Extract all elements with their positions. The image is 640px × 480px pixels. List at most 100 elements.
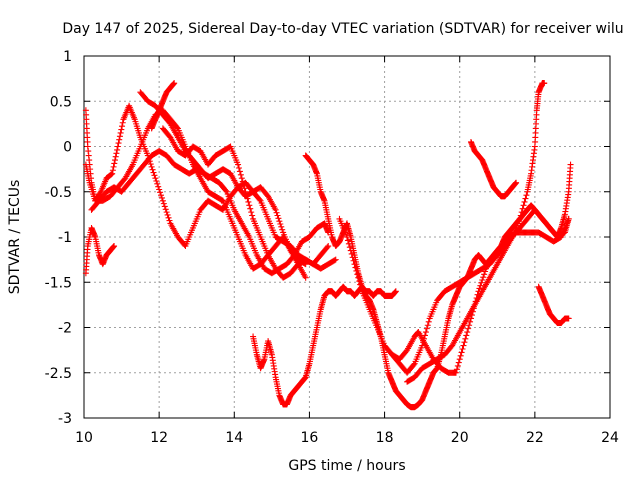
- series-track-5: [137, 89, 309, 268]
- data-point: [158, 192, 165, 199]
- chart-title: Day 147 of 2025, Sidereal Day-to-day VTE…: [62, 21, 623, 37]
- data-point: [456, 356, 463, 363]
- data-point: [112, 153, 119, 160]
- data-point: [242, 188, 249, 195]
- data-point: [454, 362, 461, 369]
- data-point: [151, 172, 158, 179]
- data-point: [118, 126, 125, 133]
- data-point: [480, 274, 487, 281]
- data-point: [541, 80, 548, 87]
- data-point: [165, 214, 172, 221]
- data-point: [521, 198, 528, 205]
- data-point: [239, 178, 246, 185]
- data-point: [357, 281, 364, 288]
- data-point: [352, 264, 359, 271]
- data-point: [567, 161, 574, 168]
- data-point: [392, 288, 399, 295]
- data-point: [346, 244, 353, 251]
- data-point: [423, 325, 430, 332]
- data-point: [332, 256, 339, 263]
- data-point: [159, 197, 166, 204]
- x-tick-label: 10: [75, 430, 93, 446]
- y-tick-label: 1: [63, 49, 72, 65]
- data-point: [247, 205, 254, 212]
- series-track-8: [250, 283, 399, 408]
- tick-layer: 10 12 14 16 18 20 22 24 1 0.5 0 -0.5 -1 -1.5 -2 -2.5 -3: [45, 49, 619, 446]
- data-point: [248, 209, 255, 216]
- data-point: [240, 181, 247, 188]
- data-point: [463, 332, 470, 339]
- data-point: [455, 359, 462, 366]
- data-point: [419, 342, 426, 349]
- data-point: [222, 187, 229, 194]
- data-point: [117, 129, 124, 136]
- data-point: [119, 123, 126, 130]
- data-point: [156, 186, 163, 193]
- data-point: [111, 243, 118, 250]
- x-tick-label: 20: [451, 430, 469, 446]
- data-point: [108, 171, 115, 178]
- data-point: [565, 215, 572, 222]
- data-point: [113, 150, 120, 157]
- data-point: [97, 189, 104, 196]
- data-point: [522, 195, 529, 202]
- data-point: [420, 339, 427, 346]
- data-point: [160, 200, 167, 207]
- data-point: [477, 282, 484, 289]
- x-tick-label: 18: [376, 430, 394, 446]
- data-point: [171, 80, 178, 87]
- data-point: [116, 136, 123, 143]
- data-point: [161, 203, 168, 210]
- y-tick-label: -0.5: [45, 185, 72, 201]
- data-point: [461, 339, 468, 346]
- data-point: [152, 175, 159, 182]
- data-point: [354, 271, 361, 278]
- data-point: [162, 206, 169, 213]
- data-point: [279, 226, 286, 233]
- data-point: [476, 285, 483, 292]
- data-point: [157, 189, 164, 196]
- data-point: [350, 257, 357, 264]
- data-point: [272, 206, 279, 213]
- data-point: [421, 335, 428, 342]
- data-point: [249, 212, 256, 219]
- data-point: [410, 361, 417, 368]
- data-point: [114, 143, 121, 150]
- data-point: [465, 325, 472, 332]
- data-point: [241, 185, 248, 192]
- data-point: [163, 209, 170, 216]
- y-tick-label: 0.5: [50, 94, 72, 110]
- data-point: [256, 196, 263, 203]
- data-point: [452, 369, 459, 376]
- y-tick-label: 0: [63, 140, 72, 156]
- series-track-13: [467, 138, 520, 200]
- data-point: [421, 332, 428, 339]
- data-point: [153, 178, 160, 185]
- data-point: [276, 218, 283, 225]
- data-point: [425, 318, 432, 325]
- x-axis-label: GPS time / hours: [288, 458, 405, 474]
- data-point: [453, 366, 460, 373]
- data-point: [302, 274, 309, 281]
- data-point: [107, 171, 114, 178]
- data-point: [244, 195, 251, 202]
- series-track-2: [82, 107, 309, 281]
- data-point: [351, 261, 358, 268]
- data-point: [518, 209, 525, 216]
- data-point: [111, 157, 118, 164]
- data-point: [349, 254, 356, 261]
- data-point: [344, 237, 351, 244]
- data-point: [237, 171, 244, 178]
- y-axis-label: SDTVAR / TECUs: [7, 180, 23, 295]
- data-point: [166, 217, 173, 224]
- data-point: [325, 243, 332, 250]
- data-point: [523, 192, 530, 199]
- data-point: [457, 352, 464, 359]
- data-point: [422, 329, 429, 336]
- x-tick-label: 12: [150, 430, 168, 446]
- data-point: [236, 168, 243, 175]
- data-point: [356, 278, 363, 285]
- series-track-14: [535, 283, 572, 326]
- data-point: [513, 179, 520, 186]
